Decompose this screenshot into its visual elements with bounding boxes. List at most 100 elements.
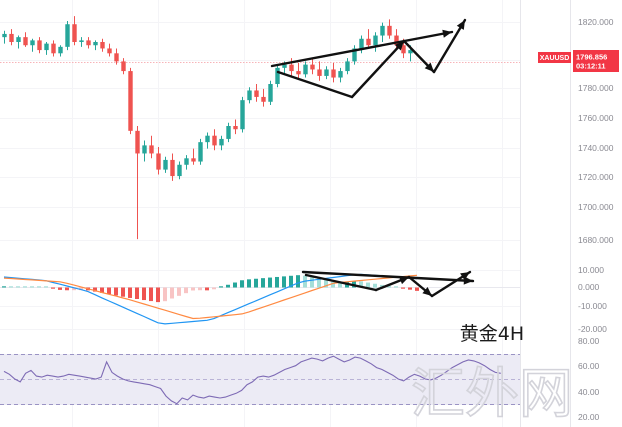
- candle-body[interactable]: [58, 46, 63, 54]
- axis-tick-label: 1720.000: [578, 172, 614, 182]
- candle-body[interactable]: [219, 138, 224, 146]
- candle-body[interactable]: [114, 53, 119, 62]
- macd-impulse-arrow-head: [399, 276, 409, 285]
- axis-tick-label: 1780.000: [578, 83, 614, 93]
- candle-body[interactable]: [324, 69, 329, 76]
- candle-body[interactable]: [72, 24, 77, 42]
- candle-body[interactable]: [184, 158, 189, 165]
- candle-body[interactable]: [387, 25, 392, 36]
- macd-histogram-bar: [156, 287, 160, 303]
- candle-body[interactable]: [100, 42, 105, 49]
- macd-histogram-bar: [135, 287, 139, 299]
- macd-histogram-bar: [16, 286, 20, 288]
- candle-body[interactable]: [359, 38, 364, 49]
- lower-trendline[interactable]: [276, 70, 354, 99]
- rsi-line: [3, 355, 501, 405]
- candle-body[interactable]: [212, 135, 217, 146]
- candle-body[interactable]: [170, 159, 175, 177]
- candle-body[interactable]: [408, 50, 413, 54]
- candle-body[interactable]: [198, 142, 203, 162]
- macd-histogram-bar: [310, 277, 314, 288]
- candle-body[interactable]: [93, 42, 98, 46]
- candle-body[interactable]: [310, 64, 315, 70]
- macd-histogram-bar: [240, 280, 244, 288]
- candle-body[interactable]: [121, 61, 126, 72]
- candle-body[interactable]: [345, 61, 350, 72]
- candle-body[interactable]: [233, 126, 238, 130]
- macd-projection-arrow-head: [460, 272, 470, 281]
- candle-body[interactable]: [44, 43, 49, 51]
- candle-body[interactable]: [149, 145, 154, 154]
- candle-body[interactable]: [128, 71, 133, 131]
- projection-up-arrow[interactable]: [432, 18, 467, 74]
- macd-histogram-bar: [401, 287, 405, 289]
- candle-body[interactable]: [268, 84, 273, 102]
- axis-tick-label: 10.000: [578, 265, 604, 275]
- candle-body[interactable]: [261, 96, 266, 102]
- macd-histogram-bar: [261, 278, 265, 288]
- candle-body[interactable]: [191, 158, 196, 162]
- macd-histogram-bar: [324, 280, 328, 288]
- candle-body[interactable]: [86, 40, 91, 46]
- candle-body[interactable]: [296, 71, 301, 75]
- macd-histogram-bar: [359, 281, 363, 288]
- macd-histogram-bar: [366, 282, 370, 288]
- candle-body[interactable]: [177, 164, 182, 177]
- candle-body[interactable]: [79, 40, 84, 42]
- candle-body[interactable]: [107, 48, 112, 54]
- candle-body[interactable]: [16, 37, 21, 42]
- macd-lower-line[interactable]: [304, 273, 378, 292]
- candle-body[interactable]: [352, 48, 357, 62]
- site-watermark: 汇外网: [411, 362, 573, 425]
- candle-body[interactable]: [366, 38, 371, 46]
- axis-tick-label: 1680.000: [578, 235, 614, 245]
- macd-histogram-bar: [142, 287, 146, 301]
- macd-histogram-bar: [219, 286, 223, 288]
- upper-trendline-arrow[interactable]: [270, 30, 454, 68]
- current-price-tag[interactable]: XAUUSD 1796.856 03:12:11: [538, 50, 619, 72]
- candle-body[interactable]: [37, 40, 42, 51]
- candle-body[interactable]: [254, 90, 259, 97]
- macd-histogram-bar: [163, 287, 167, 302]
- candle-body[interactable]: [247, 90, 252, 101]
- upper-trendline-arrow-head: [442, 29, 452, 38]
- candle-body[interactable]: [135, 130, 140, 154]
- candlestick-series[interactable]: [2, 16, 413, 240]
- macd-upper-arrow[interactable]: [301, 270, 475, 283]
- candle-body[interactable]: [289, 64, 294, 72]
- macd-histogram-bar: [72, 287, 76, 291]
- candle-body[interactable]: [275, 67, 280, 84]
- candle-body[interactable]: [282, 64, 287, 68]
- drawn-annotations[interactable]: [270, 18, 475, 298]
- candle-body[interactable]: [23, 37, 28, 46]
- candle-body[interactable]: [317, 69, 322, 76]
- candle-body[interactable]: [373, 35, 378, 46]
- candle-body[interactable]: [240, 100, 245, 130]
- macd-histogram-bar: [387, 286, 391, 288]
- macd-histogram-bar: [149, 287, 153, 302]
- candle-body[interactable]: [142, 145, 147, 154]
- candle-body[interactable]: [156, 153, 161, 170]
- candle-body[interactable]: [2, 33, 7, 38]
- macd-axis-labels: 10.000 0.000 -10.000 -20.000: [578, 265, 607, 334]
- candle-body[interactable]: [401, 45, 406, 54]
- candle-body[interactable]: [331, 69, 336, 78]
- candle-body[interactable]: [380, 25, 385, 36]
- macd-histogram-bar: [170, 287, 174, 299]
- candle-body[interactable]: [226, 126, 231, 139]
- macd-histogram-bar: [9, 286, 13, 288]
- candle-body[interactable]: [51, 43, 56, 54]
- candle-body[interactable]: [163, 159, 168, 170]
- candle-body[interactable]: [394, 35, 399, 46]
- axis-tick-label: 1700.000: [578, 202, 614, 212]
- candle-body[interactable]: [9, 33, 14, 42]
- candle-body[interactable]: [338, 71, 343, 78]
- candle-body[interactable]: [205, 135, 210, 143]
- candle-body[interactable]: [303, 64, 308, 75]
- candle-body[interactable]: [65, 24, 70, 47]
- impulse-up-arrow[interactable]: [350, 39, 406, 99]
- symbol-tag-background: [538, 52, 571, 63]
- macd-histogram-bar: [394, 286, 398, 288]
- candle-body[interactable]: [30, 40, 35, 46]
